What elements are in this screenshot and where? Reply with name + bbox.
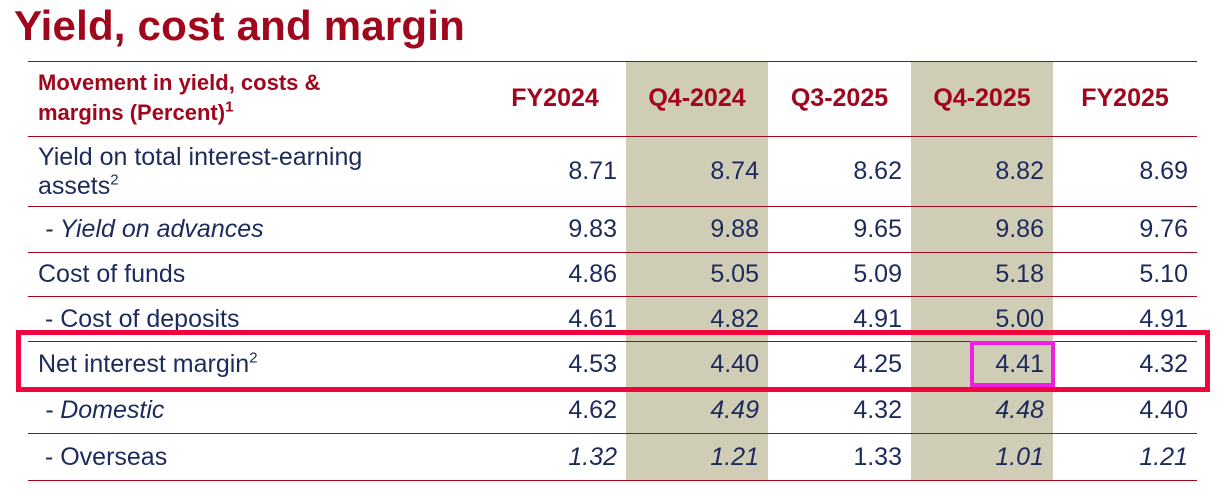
highlight-row-box — [16, 330, 1210, 392]
table-cell: 4.82 — [710, 304, 759, 333]
table-cell: 8.82 — [995, 157, 1044, 185]
row-divider — [28, 136, 1197, 137]
row-label-overseas: - Overseas — [38, 442, 168, 471]
row-label-sup: 2 — [249, 349, 258, 367]
table-cell: 4.48 — [995, 396, 1044, 424]
yield-cost-margin-table: Movement in yield, costs & margins (Perc… — [28, 61, 1197, 481]
table-cell: 1.21 — [710, 442, 759, 471]
table-cell: 4.40 — [1139, 396, 1188, 424]
table-cell: 4.62 — [568, 396, 617, 424]
table-cell: 5.09 — [853, 260, 902, 288]
row-label-domestic: - Domestic — [38, 396, 165, 424]
row-divider — [28, 296, 1197, 297]
row-divider — [28, 480, 1197, 481]
table-cell: 4.40 — [710, 350, 759, 378]
table-cell: 9.76 — [1139, 215, 1188, 243]
table-cell: 8.71 — [568, 157, 617, 185]
table-cell: 4.61 — [568, 304, 617, 333]
row-label-sup: 2 — [110, 171, 119, 189]
row-label-cost-of-deposits: - Cost of deposits — [38, 304, 240, 333]
row-label-yield-total: Yield on total interest-earning assets2 — [38, 137, 438, 206]
row-divider — [28, 206, 1197, 207]
header-label-text: Movement in yield, costs & margins (Perc… — [38, 70, 321, 125]
column-header-q4-2024: Q4-2024 — [648, 84, 746, 112]
column-highlight-q4-2025 — [911, 61, 1053, 481]
table-cell: 5.18 — [995, 260, 1044, 288]
highlight-cell-box — [970, 341, 1055, 387]
table-cell: 4.41 — [995, 350, 1044, 378]
table-cell: 1.32 — [568, 442, 617, 471]
table-cell: 4.91 — [1139, 304, 1188, 333]
row-divider — [28, 341, 1197, 342]
table-cell: 4.49 — [710, 396, 759, 424]
column-header-fy2025: FY2025 — [1081, 84, 1169, 112]
table-cell: 4.25 — [853, 350, 902, 378]
table-cell: 5.10 — [1139, 260, 1188, 288]
table-cell: 9.83 — [568, 215, 617, 243]
column-header-q3-2025: Q3-2025 — [790, 84, 889, 112]
table-cell: 4.32 — [1139, 350, 1188, 378]
table-cell: 9.88 — [710, 215, 759, 243]
table-cell: 9.65 — [853, 215, 902, 243]
header-label: Movement in yield, costs & margins (Perc… — [38, 65, 398, 131]
table-cell: 4.53 — [568, 350, 617, 378]
row-divider — [28, 252, 1197, 253]
table-cell: 9.86 — [995, 215, 1044, 243]
column-header-q4-2025: Q4-2025 — [933, 84, 1031, 112]
table-cell: 4.32 — [853, 396, 902, 424]
table-cell: 4.91 — [853, 304, 902, 333]
row-label-text: Yield on total interest-earning assets — [38, 142, 363, 200]
table-cell: 8.74 — [710, 157, 759, 185]
table-cell: 1.01 — [995, 442, 1044, 471]
row-label-text: Net interest margin — [38, 350, 250, 378]
header-label-sup: 1 — [225, 98, 234, 116]
row-label-yield-advances: - Yield on advances — [38, 215, 264, 243]
table-cell: 5.00 — [995, 304, 1044, 333]
table-cell: 5.05 — [710, 260, 759, 288]
table-cell: 1.33 — [853, 442, 902, 471]
page-title: Yield, cost and margin — [14, 2, 465, 49]
row-divider — [28, 433, 1197, 434]
row-label-net-interest-margin: Net interest margin2 — [38, 342, 478, 387]
table-cell: 8.69 — [1139, 157, 1188, 185]
table-cell: 4.86 — [568, 260, 617, 288]
table-cell: 1.21 — [1139, 442, 1188, 471]
row-divider — [28, 61, 1197, 62]
table-cell: 8.62 — [853, 157, 902, 185]
column-highlight-q4-2024 — [626, 61, 768, 481]
column-header-fy2024: FY2024 — [511, 84, 599, 112]
row-label-cost-of-funds: Cost of funds — [38, 260, 186, 288]
